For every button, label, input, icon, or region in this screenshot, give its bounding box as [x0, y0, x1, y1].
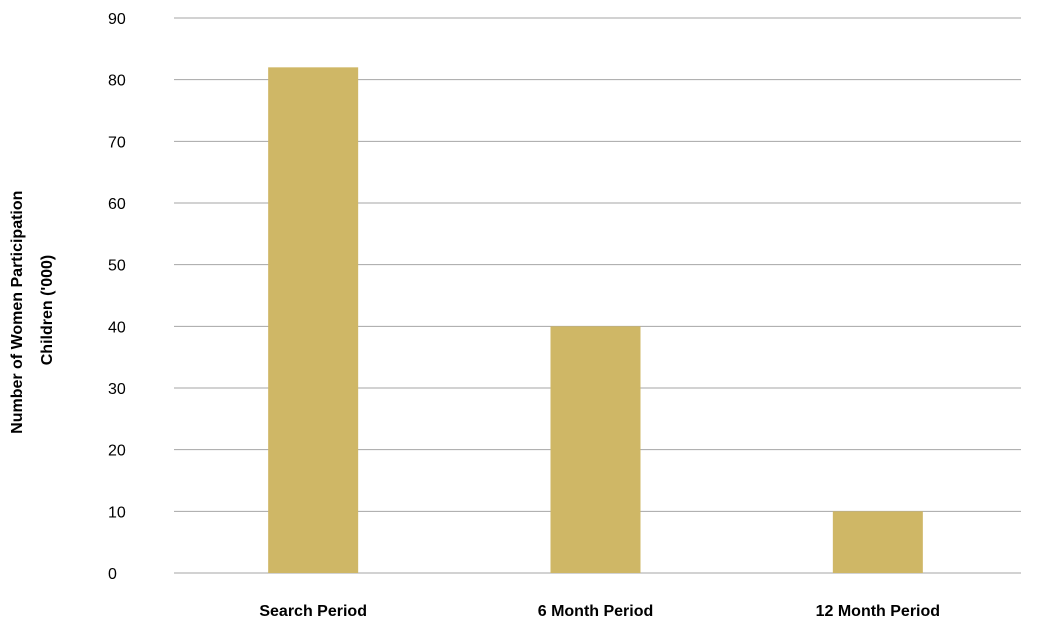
y-tick-label: 30 [108, 381, 126, 398]
x-axis-categories: Search Period 6 Month Period 12 Month Peri… [259, 603, 940, 620]
y-tick-label: 20 [108, 443, 126, 460]
y-axis-title: Number of Women Participation Children (… [9, 186, 56, 434]
y-axis-ticks: 0 10 20 30 40 50 60 70 80 90 [108, 11, 126, 583]
y-tick-label: 40 [108, 319, 126, 336]
y-axis-title-line-2: Children ('000) [39, 255, 56, 366]
bar [832, 511, 923, 573]
bar [268, 67, 359, 573]
y-tick-label: 10 [108, 504, 126, 521]
bars [268, 67, 923, 573]
x-category-label: Search Period [259, 603, 367, 620]
x-category-label: 12 Month Period [816, 603, 940, 620]
y-axis-title-line-1: Number of Women Participation [9, 191, 26, 434]
y-tick-label: 0 [108, 566, 117, 583]
y-tick-label: 60 [108, 196, 126, 213]
y-tick-label: 50 [108, 258, 126, 275]
y-tick-label: 80 [108, 73, 126, 90]
y-tick-label: 70 [108, 134, 126, 151]
x-category-label: 6 Month Period [538, 603, 654, 620]
y-tick-label: 90 [108, 11, 126, 28]
bar [550, 326, 641, 573]
